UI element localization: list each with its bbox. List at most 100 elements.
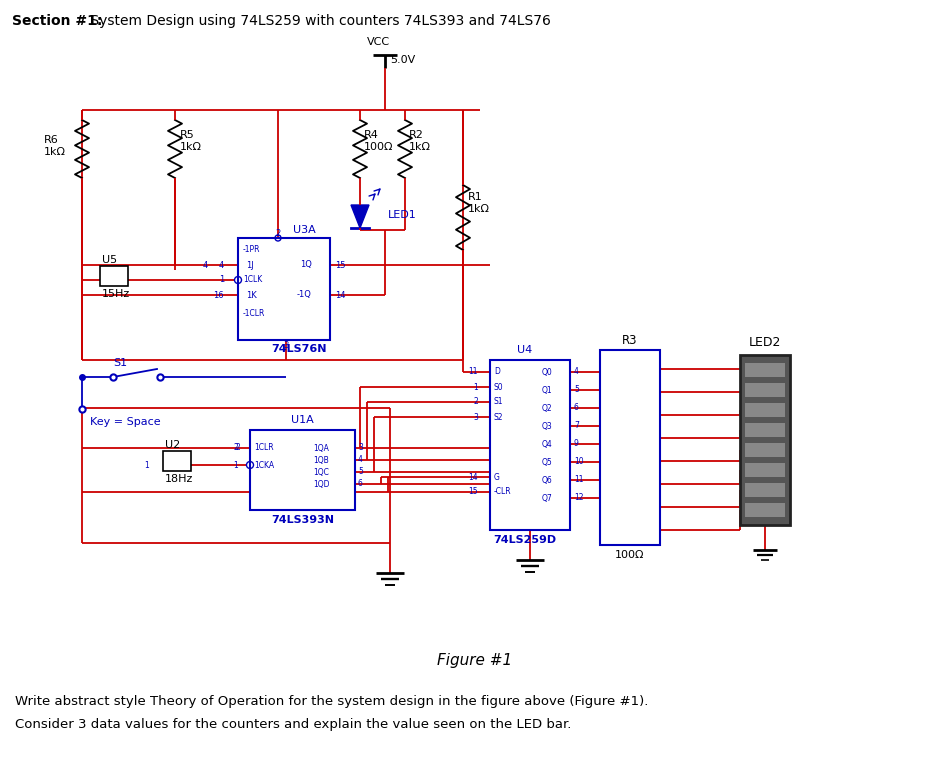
Text: 1CLK: 1CLK [243, 275, 262, 285]
Text: R3: R3 [622, 334, 638, 347]
Text: 1kΩ: 1kΩ [44, 147, 66, 157]
Text: 3: 3 [474, 413, 478, 421]
Text: 14: 14 [335, 290, 345, 300]
Text: 6: 6 [574, 404, 579, 413]
Bar [490, 360, 570, 530]
Text: System Design using 74LS259 with counters 74LS393 and 74LS76: System Design using 74LS259 with counter… [86, 14, 551, 28]
Text: Q5: Q5 [542, 458, 553, 466]
Bar [600, 350, 660, 545]
Bar [745, 423, 785, 437]
Text: 6: 6 [358, 480, 363, 489]
Text: U5: U5 [102, 255, 117, 265]
Text: Consider 3 data values for the counters and explain the value seen on the LED ba: Consider 3 data values for the counters … [15, 718, 572, 731]
Text: R5: R5 [180, 130, 195, 140]
Text: U3A: U3A [293, 225, 316, 235]
Text: 5: 5 [358, 467, 363, 476]
Bar [238, 238, 330, 340]
Bar [745, 383, 785, 397]
Text: Q4: Q4 [542, 439, 553, 449]
Text: 4: 4 [358, 456, 363, 465]
Text: Section #1:: Section #1: [12, 14, 103, 28]
Text: 1QD: 1QD [313, 480, 329, 489]
Text: 1: 1 [219, 275, 224, 285]
Text: U1A: U1A [291, 415, 314, 425]
Bar [745, 463, 785, 477]
Text: Q1: Q1 [542, 386, 553, 394]
Text: 18Hz: 18Hz [165, 474, 193, 484]
Text: Q6: Q6 [542, 476, 553, 484]
Text: R4: R4 [364, 130, 378, 140]
Text: -1Q: -1Q [297, 290, 312, 300]
Text: 74LS259D: 74LS259D [494, 535, 556, 545]
Text: LED1: LED1 [388, 210, 417, 220]
Text: 1: 1 [233, 460, 238, 469]
Text: 1CKA: 1CKA [254, 460, 274, 469]
Text: 2: 2 [276, 228, 281, 237]
Text: 3: 3 [358, 444, 363, 452]
Text: 1CLR: 1CLR [254, 444, 274, 452]
Text: 1K: 1K [246, 290, 257, 300]
Text: 15: 15 [469, 487, 478, 497]
Text: 2: 2 [474, 397, 478, 407]
Text: 4: 4 [219, 261, 224, 269]
Text: Key = Space: Key = Space [90, 417, 161, 427]
Text: -CLR: -CLR [494, 487, 512, 497]
Text: 1kΩ: 1kΩ [468, 204, 490, 214]
Text: 1Q: 1Q [300, 261, 312, 269]
Text: Q7: Q7 [542, 494, 553, 503]
Bar [745, 403, 785, 417]
Text: 15: 15 [335, 261, 345, 269]
Bar [745, 363, 785, 377]
Text: 9: 9 [574, 439, 579, 449]
Bar [163, 451, 191, 471]
Text: D: D [494, 368, 500, 376]
Text: -1PR: -1PR [243, 245, 261, 255]
Text: LED2: LED2 [748, 337, 781, 349]
Text: 74LS76N: 74LS76N [271, 344, 327, 354]
Text: Q0: Q0 [542, 368, 553, 376]
Bar [100, 266, 128, 286]
Text: 1: 1 [474, 383, 478, 392]
Text: 1kΩ: 1kΩ [409, 142, 431, 152]
Text: R2: R2 [409, 130, 424, 140]
Text: 1QA: 1QA [313, 444, 329, 452]
Text: 1QC: 1QC [313, 467, 329, 476]
Text: 100Ω: 100Ω [364, 142, 394, 152]
Text: 1kΩ: 1kΩ [180, 142, 202, 152]
Text: 5.0V: 5.0V [390, 55, 416, 65]
Text: U4: U4 [517, 345, 533, 355]
Text: R1: R1 [468, 192, 483, 202]
Text: S2: S2 [494, 413, 503, 421]
Text: -1CLR: -1CLR [243, 309, 265, 317]
Text: Q2: Q2 [542, 404, 553, 413]
Text: 11: 11 [469, 368, 478, 376]
Bar [745, 483, 785, 497]
Text: VCC: VCC [367, 37, 390, 47]
Bar [250, 430, 355, 510]
Text: 7: 7 [574, 421, 579, 431]
Text: 1: 1 [145, 460, 149, 469]
Text: 14: 14 [469, 473, 478, 481]
Text: 11: 11 [574, 476, 584, 484]
Text: Q3: Q3 [542, 421, 553, 431]
Text: S1: S1 [494, 397, 503, 407]
Text: 100Ω: 100Ω [615, 550, 645, 560]
Text: 2: 2 [233, 444, 238, 452]
Bar [745, 443, 785, 457]
Text: 2: 2 [235, 444, 240, 452]
Text: 4: 4 [203, 261, 208, 269]
Text: 3: 3 [283, 341, 289, 349]
Text: Write abstract style Theory of Operation for the system design in the figure abo: Write abstract style Theory of Operation… [15, 695, 649, 708]
Text: 4: 4 [574, 368, 579, 376]
Text: 1J: 1J [246, 261, 254, 269]
Bar [740, 355, 790, 525]
Bar [745, 503, 785, 517]
Text: 74LS393N: 74LS393N [271, 515, 334, 525]
Text: 15Hz: 15Hz [102, 289, 130, 299]
Text: 1QB: 1QB [313, 456, 329, 465]
Text: G: G [494, 473, 500, 481]
Text: S0: S0 [494, 383, 504, 392]
Text: U2: U2 [165, 440, 181, 450]
Text: 5: 5 [574, 386, 579, 394]
Text: S1: S1 [113, 358, 127, 368]
